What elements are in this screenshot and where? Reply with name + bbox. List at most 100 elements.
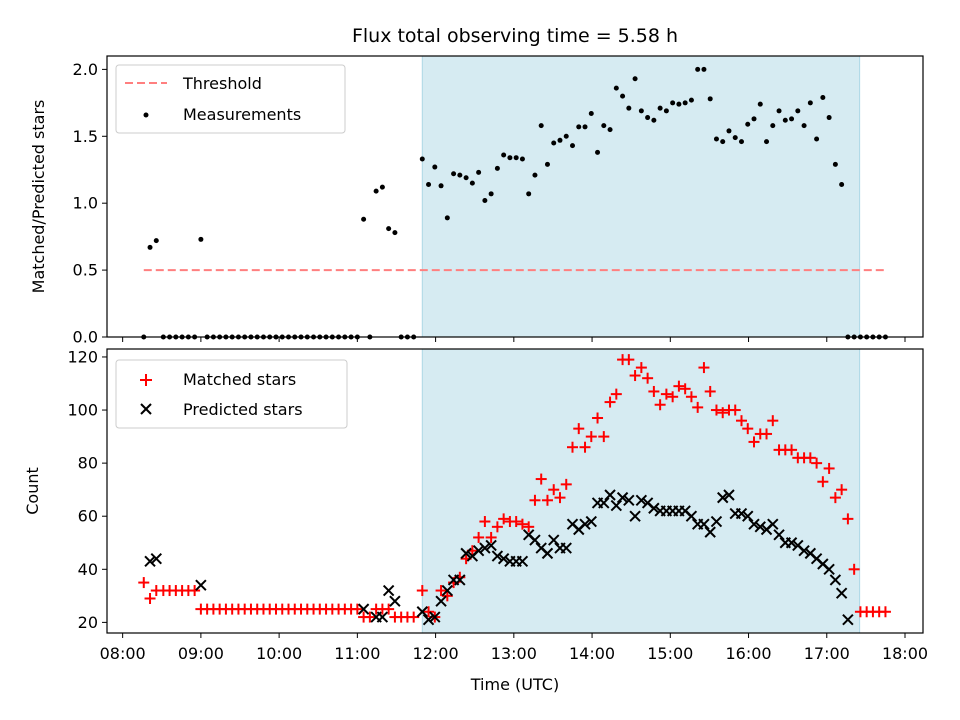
matched-star-point bbox=[523, 521, 535, 533]
measurement-point bbox=[588, 111, 594, 117]
bottom-panel-legend: Matched stars Predicted stars bbox=[115, 359, 348, 429]
predicted-star-point bbox=[541, 547, 554, 560]
measurement-point bbox=[361, 216, 367, 222]
x-b bbox=[616, 491, 629, 504]
y-tick-label: 40 bbox=[78, 560, 98, 579]
measurement-point bbox=[582, 124, 588, 130]
predicted-star-point bbox=[717, 491, 729, 504]
measurement-point bbox=[757, 101, 763, 107]
x-b bbox=[560, 542, 572, 554]
measurement-point bbox=[419, 156, 425, 162]
legend-threshold-label: Threshold bbox=[182, 74, 262, 93]
chart-title: Flux total observing time = 5.58 h bbox=[352, 25, 678, 47]
x-b bbox=[842, 614, 854, 626]
measurement-point bbox=[789, 116, 795, 122]
matched-star-point bbox=[516, 518, 528, 530]
y-tick-label: 1.0 bbox=[73, 194, 98, 213]
top-panel-x-ticks bbox=[122, 337, 906, 342]
matched-star-point bbox=[660, 388, 672, 400]
matched-star-point bbox=[704, 385, 716, 397]
measurement-point bbox=[373, 188, 379, 194]
matched-star-point bbox=[585, 431, 597, 443]
x-b bbox=[548, 534, 560, 546]
measurement-point bbox=[707, 96, 713, 102]
x-b bbox=[810, 552, 823, 565]
x-b bbox=[817, 558, 829, 570]
predicted-star-point bbox=[735, 507, 748, 520]
predicted-star-point bbox=[472, 545, 485, 557]
legend-predicted-label: Predicted stars bbox=[183, 400, 303, 419]
matched-star-point bbox=[529, 494, 541, 506]
predicted-star-point bbox=[629, 510, 641, 522]
matched-star-point bbox=[510, 516, 522, 528]
x-b bbox=[717, 491, 729, 504]
x-b bbox=[823, 563, 835, 576]
x-b bbox=[767, 518, 779, 530]
matched-star-point bbox=[479, 516, 491, 528]
measurement-point bbox=[745, 121, 751, 127]
bottom-panel-window bbox=[421, 348, 861, 634]
predicted-star-point bbox=[429, 611, 441, 623]
measurement-point bbox=[513, 155, 519, 161]
x-tick-label: 09:00 bbox=[178, 644, 224, 663]
measurement-point bbox=[613, 85, 619, 91]
measurement-point bbox=[820, 94, 826, 100]
y-tick-label: 20 bbox=[78, 613, 98, 632]
measurement-point bbox=[776, 108, 782, 114]
x-tick-label: 12:00 bbox=[413, 644, 459, 663]
predicted-star-point bbox=[748, 518, 760, 530]
predicted-star-point bbox=[754, 521, 766, 533]
predicted-star-point bbox=[785, 537, 798, 549]
matched-star-point bbox=[416, 585, 428, 597]
measurement-point bbox=[801, 123, 807, 129]
matched-star-point bbox=[144, 592, 156, 604]
x-b bbox=[460, 547, 472, 560]
predicted-star-point bbox=[357, 603, 370, 615]
legend-predicted-swatch bbox=[140, 403, 152, 415]
x-b bbox=[516, 555, 529, 568]
matched-star-point bbox=[485, 531, 497, 543]
x-b bbox=[566, 518, 579, 530]
measurement-point bbox=[839, 181, 845, 187]
measurement-point bbox=[526, 191, 532, 197]
matched-star-point bbox=[685, 391, 697, 403]
matched-star-point bbox=[592, 412, 604, 424]
matched-star-point bbox=[673, 380, 685, 392]
matched-star-point bbox=[554, 492, 566, 504]
predicted-star-point bbox=[454, 574, 466, 586]
predicted-star-point bbox=[382, 584, 395, 597]
legend-box bbox=[115, 359, 348, 429]
predicted-star-point bbox=[441, 584, 454, 597]
x-b bbox=[357, 603, 370, 615]
x-b bbox=[479, 542, 491, 554]
predicted-star-point bbox=[460, 547, 472, 560]
measurement-point bbox=[379, 184, 385, 190]
matched-star-point bbox=[189, 585, 201, 597]
measurement-point bbox=[632, 76, 638, 82]
predicted-star-point bbox=[610, 499, 623, 512]
matched-star-point bbox=[729, 404, 741, 416]
predicted-star-point bbox=[479, 542, 491, 554]
x-b bbox=[792, 539, 804, 552]
y-tick-label: 120 bbox=[67, 347, 98, 366]
measurement-point bbox=[519, 156, 525, 162]
matched-star-point bbox=[598, 431, 610, 443]
x-b bbox=[522, 529, 535, 541]
matched-star-point bbox=[667, 391, 679, 403]
x-b bbox=[150, 552, 162, 565]
y-tick-label: 0.0 bbox=[73, 328, 98, 347]
y-tick-label: 80 bbox=[78, 454, 98, 473]
matched-star-point bbox=[648, 385, 660, 397]
measurement-point bbox=[695, 66, 701, 72]
matched-star-point bbox=[435, 585, 447, 597]
x-b bbox=[497, 552, 510, 565]
predicted-star-point bbox=[422, 614, 435, 626]
measurement-point bbox=[494, 165, 500, 171]
predicted-star-point bbox=[548, 534, 560, 546]
top-panel-window bbox=[421, 55, 861, 338]
measurement-point bbox=[501, 152, 507, 158]
measurement-point bbox=[795, 108, 801, 114]
x-b bbox=[685, 510, 698, 522]
predicted-star-point bbox=[798, 545, 810, 557]
